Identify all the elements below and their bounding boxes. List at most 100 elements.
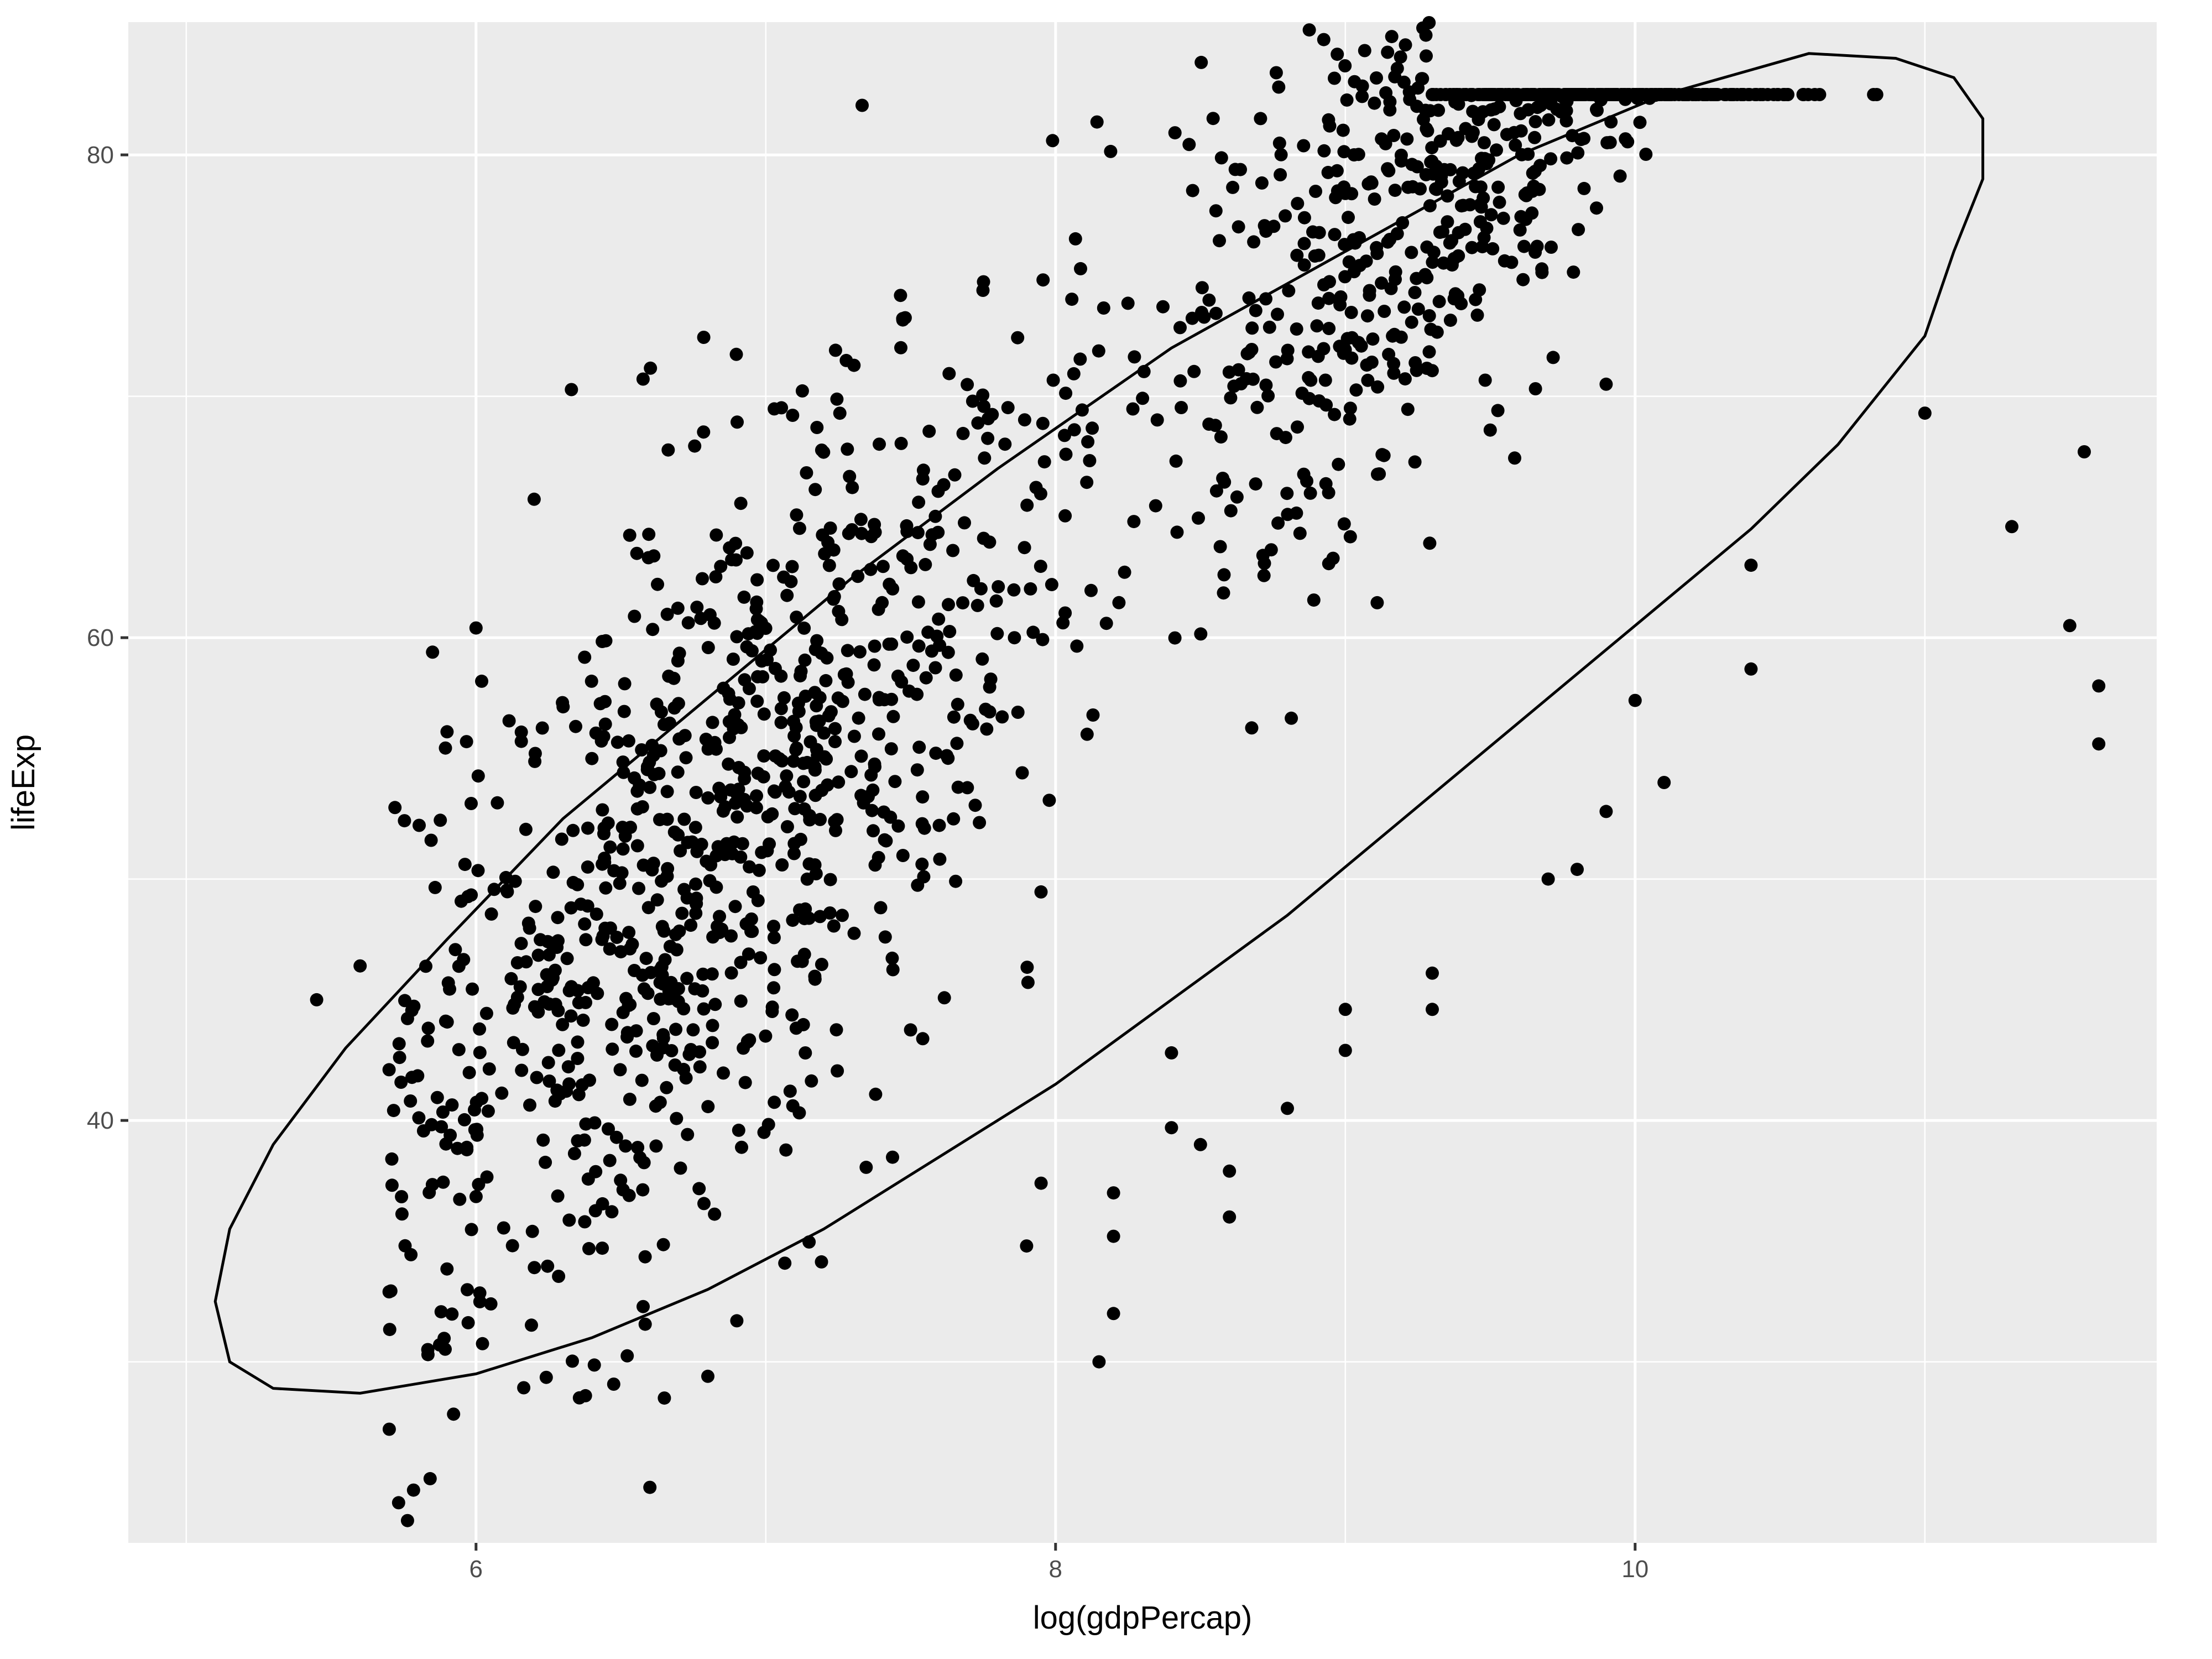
data-point bbox=[1127, 515, 1141, 529]
data-point bbox=[831, 1064, 844, 1078]
data-point bbox=[1337, 145, 1351, 159]
data-point bbox=[1590, 103, 1604, 117]
data-point bbox=[423, 1472, 437, 1485]
data-point bbox=[1449, 133, 1463, 147]
data-point bbox=[642, 528, 656, 541]
data-point bbox=[623, 528, 637, 542]
data-point bbox=[875, 596, 889, 609]
data-point bbox=[839, 667, 853, 681]
data-point bbox=[1469, 293, 1483, 306]
data-point bbox=[1255, 176, 1269, 190]
data-point bbox=[635, 968, 649, 982]
data-point bbox=[709, 528, 723, 542]
data-point bbox=[827, 589, 841, 603]
data-point bbox=[749, 602, 763, 615]
data-point bbox=[1484, 208, 1498, 222]
data-point bbox=[1059, 387, 1073, 400]
data-point bbox=[650, 893, 664, 907]
data-point bbox=[844, 765, 858, 779]
data-point bbox=[1322, 322, 1336, 335]
data-point bbox=[796, 1018, 810, 1031]
data-point bbox=[353, 959, 367, 973]
data-point bbox=[1528, 131, 1542, 144]
data-point bbox=[836, 909, 849, 922]
data-point bbox=[1344, 306, 1358, 319]
data-point bbox=[385, 1178, 399, 1192]
data-point bbox=[1008, 631, 1021, 645]
data-point bbox=[1194, 55, 1208, 69]
data-point bbox=[514, 734, 528, 748]
data-point bbox=[601, 816, 615, 830]
data-point bbox=[697, 331, 711, 344]
data-point bbox=[1173, 374, 1187, 388]
data-point bbox=[643, 780, 657, 794]
data-point bbox=[541, 1056, 555, 1070]
data-point bbox=[392, 1037, 406, 1051]
data-point bbox=[579, 995, 592, 1009]
data-point bbox=[857, 796, 870, 810]
data-point bbox=[629, 1044, 643, 1058]
data-point bbox=[1466, 105, 1480, 118]
data-point bbox=[852, 711, 865, 725]
data-point bbox=[1441, 215, 1454, 229]
data-point bbox=[1168, 631, 1182, 645]
data-point bbox=[1452, 174, 1466, 188]
data-point bbox=[654, 705, 668, 719]
data-point bbox=[1302, 392, 1316, 405]
data-point bbox=[1545, 241, 1558, 254]
data-point bbox=[404, 1094, 418, 1108]
data-point bbox=[615, 866, 629, 880]
data-point bbox=[616, 842, 630, 856]
data-point bbox=[1657, 776, 1671, 789]
data-point bbox=[661, 443, 675, 457]
data-point bbox=[688, 439, 702, 453]
data-point bbox=[635, 1073, 649, 1087]
data-point bbox=[1345, 331, 1359, 345]
data-point bbox=[1513, 223, 1527, 237]
data-point bbox=[1408, 286, 1422, 299]
data-point bbox=[1036, 633, 1050, 646]
data-point bbox=[931, 484, 945, 498]
data-point bbox=[947, 812, 961, 826]
data-point bbox=[1536, 88, 1550, 101]
data-point bbox=[448, 943, 462, 957]
data-point bbox=[1214, 151, 1228, 165]
data-point bbox=[744, 925, 758, 938]
data-point bbox=[1217, 568, 1231, 582]
data-point bbox=[620, 1349, 634, 1363]
data-point bbox=[645, 863, 659, 877]
data-point bbox=[713, 910, 726, 924]
data-point bbox=[1068, 232, 1082, 246]
data-point bbox=[1542, 113, 1556, 127]
data-point bbox=[502, 714, 516, 728]
data-point bbox=[854, 749, 868, 763]
data-point bbox=[701, 641, 715, 654]
data-point bbox=[925, 528, 939, 542]
data-point bbox=[785, 560, 799, 573]
data-point bbox=[603, 840, 617, 854]
data-point bbox=[706, 1036, 719, 1050]
data-point bbox=[1387, 366, 1401, 380]
data-point bbox=[797, 621, 811, 635]
data-point bbox=[623, 1092, 637, 1106]
data-point bbox=[421, 1034, 435, 1048]
data-point bbox=[884, 810, 898, 824]
data-point bbox=[566, 1354, 579, 1368]
data-point bbox=[1437, 256, 1451, 270]
data-point bbox=[703, 874, 717, 888]
data-point bbox=[1217, 586, 1230, 600]
data-point bbox=[966, 717, 979, 731]
data-point bbox=[1337, 517, 1351, 531]
data-point bbox=[724, 929, 738, 943]
data-point bbox=[548, 1094, 562, 1108]
data-point bbox=[641, 987, 655, 1000]
data-point bbox=[1366, 332, 1380, 346]
data-point bbox=[1067, 423, 1081, 437]
data-point bbox=[768, 661, 782, 675]
data-point bbox=[541, 1259, 555, 1273]
data-point bbox=[1308, 249, 1322, 263]
data-point bbox=[808, 686, 822, 700]
data-point bbox=[565, 980, 578, 994]
data-point bbox=[724, 966, 738, 980]
data-point bbox=[916, 1032, 930, 1046]
